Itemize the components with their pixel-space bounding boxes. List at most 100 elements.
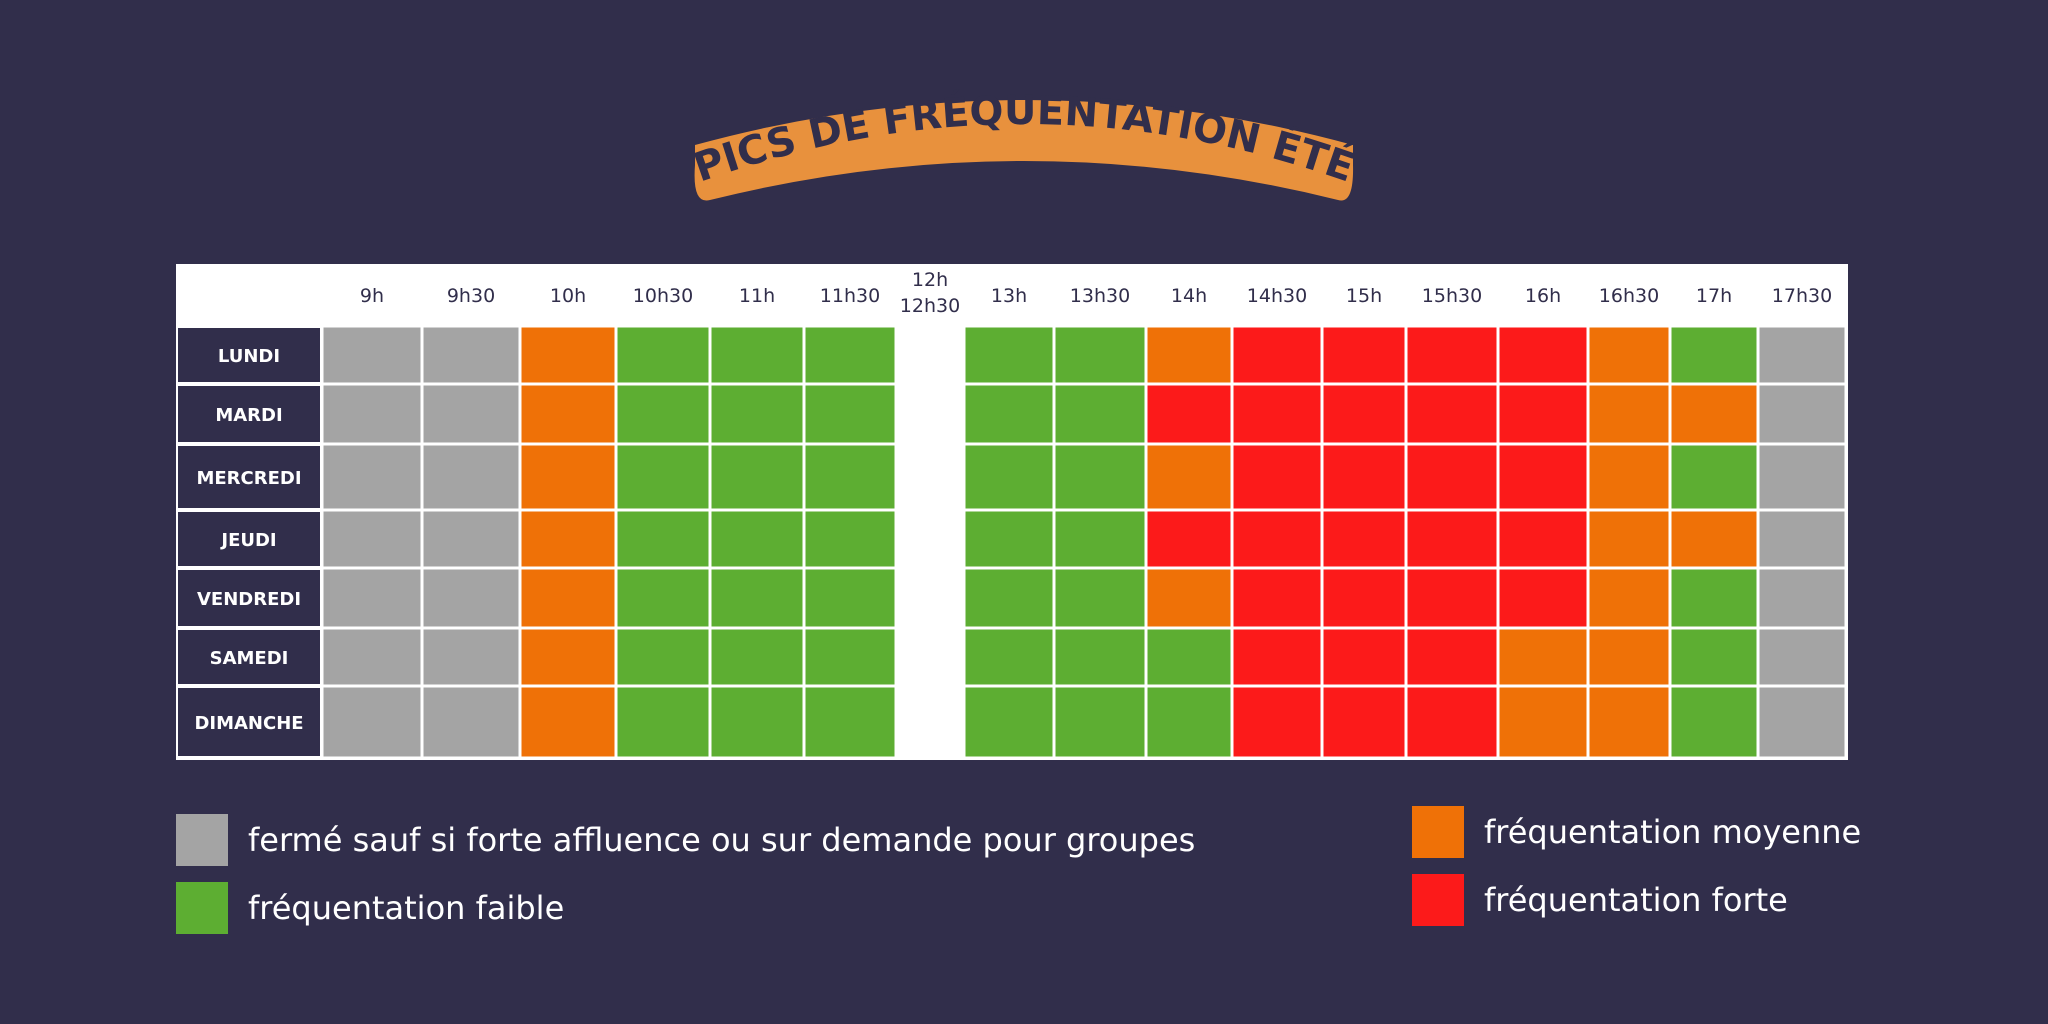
- column-header-line: 17h30: [1772, 285, 1832, 307]
- heatmap-cell-forte: [1233, 327, 1321, 383]
- column-header: 12h 12h30: [900, 269, 960, 317]
- heatmap-cell-moyenne: [1147, 569, 1231, 627]
- legend-swatch-ferme: [176, 814, 228, 866]
- heatmap-cell-moyenne: [521, 629, 615, 685]
- column-header-line: 10h: [550, 285, 586, 307]
- column-header-line: 15h: [1346, 285, 1382, 307]
- column-header-line: 11h30: [820, 285, 880, 307]
- legend-label-forte: fréquentation forte: [1484, 881, 1788, 919]
- heatmap-cell-ferme: [1759, 569, 1845, 627]
- heatmap-cell-moyenne: [1671, 511, 1757, 567]
- heatmap-cell-faible: [1671, 569, 1757, 627]
- heatmap-cell-moyenne: [521, 445, 615, 509]
- heatmap-cell-ferme: [323, 629, 421, 685]
- column-header-line: 13h30: [1070, 285, 1130, 307]
- heatmap-cell-faible: [965, 569, 1053, 627]
- heatmap-cell-ferme: [1759, 687, 1845, 757]
- heatmap-cell-forte: [1499, 445, 1587, 509]
- heatmap-cell-ferme: [423, 687, 519, 757]
- column-header-line: 16h30: [1599, 285, 1659, 307]
- legend-item-ferme: fermé sauf si forte affluence ou sur dem…: [176, 814, 1195, 866]
- legend-label-moyenne: fréquentation moyenne: [1484, 813, 1862, 851]
- column-header-line: 11h: [739, 285, 775, 307]
- row-label-cell: [178, 688, 320, 756]
- heatmap-cell-faible: [965, 385, 1053, 443]
- heatmap-cell-faible: [711, 327, 803, 383]
- heatmap-cell-forte: [1407, 569, 1497, 627]
- heatmap-cell-faible: [965, 629, 1053, 685]
- heatmap-cell-faible: [617, 629, 709, 685]
- column-header: 10h30: [633, 285, 693, 307]
- column-header: 13h30: [1070, 285, 1130, 307]
- heatmap-cell-forte: [1499, 511, 1587, 567]
- row-label: MERCREDI: [196, 468, 301, 489]
- heatmap-cell-ferme: [1759, 327, 1845, 383]
- row-label: DIMANCHE: [194, 713, 303, 734]
- heatmap-cell-forte: [1323, 385, 1405, 443]
- heatmap-cell-faible: [805, 687, 895, 757]
- row-label-cell: [178, 630, 320, 684]
- heatmap-cell-faible: [711, 385, 803, 443]
- heatmap-cell-moyenne: [1147, 445, 1231, 509]
- column-header-line: 12h: [912, 269, 948, 291]
- heatmap-cell-faible: [965, 445, 1053, 509]
- heatmap-cell-faible: [1055, 327, 1145, 383]
- heatmap-cell-faible: [617, 445, 709, 509]
- column-header-line: 15h30: [1422, 285, 1482, 307]
- heatmap-cell-forte: [1499, 569, 1587, 627]
- heatmap-cell-forte: [1233, 687, 1321, 757]
- heatmap-cell-moyenne: [521, 569, 615, 627]
- column-header-line: 10h30: [633, 285, 693, 307]
- column-header-line: 17h: [1696, 285, 1732, 307]
- column-header-line: 9h30: [447, 285, 495, 307]
- row-label: VENDREDI: [197, 589, 301, 610]
- heatmap-cell-ferme: [1759, 445, 1845, 509]
- heatmap-cell-faible: [1671, 629, 1757, 685]
- row-label-cell: [178, 386, 320, 442]
- heatmap-cell-moyenne: [1499, 687, 1587, 757]
- heatmap-cell-ferme: [323, 687, 421, 757]
- heatmap-cell-ferme: [423, 327, 519, 383]
- heatmap-cell-faible: [1055, 511, 1145, 567]
- heatmap-cell-moyenne: [521, 687, 615, 757]
- heatmap-cell-forte: [1323, 569, 1405, 627]
- column-header-line: 9h: [360, 285, 384, 307]
- heatmap-cell-moyenne: [1589, 385, 1669, 443]
- heatmap-cell-moyenne: [1589, 629, 1669, 685]
- legend-swatch-forte: [1412, 874, 1464, 926]
- heatmap-cell-moyenne: [521, 385, 615, 443]
- column-header: 11h30: [820, 285, 880, 307]
- column-header: 11h: [739, 285, 775, 307]
- heatmap-cell-faible: [965, 327, 1053, 383]
- row-label-cell: [178, 446, 320, 508]
- heatmap-cell-ferme: [423, 385, 519, 443]
- heatmap-cell-moyenne: [1589, 327, 1669, 383]
- heatmap-cell-ferme: [323, 327, 421, 383]
- title-banner: PICS DE FRÉQUENTATION ÉTÉ: [688, 88, 1361, 201]
- column-header: 17h30: [1772, 285, 1832, 307]
- row-label: LUNDI: [218, 346, 280, 367]
- column-header-line: 13h: [991, 285, 1027, 307]
- heatmap-cell-forte: [1323, 629, 1405, 685]
- heatmap-cell-forte: [1233, 629, 1321, 685]
- heatmap-cell-moyenne: [1589, 569, 1669, 627]
- legend-item-moyenne: fréquentation moyenne: [1412, 806, 1861, 858]
- heatmap-cell-forte: [1407, 687, 1497, 757]
- heatmap-cell-faible: [617, 327, 709, 383]
- column-header: 15h: [1346, 285, 1382, 307]
- heatmap-cell-faible: [1055, 629, 1145, 685]
- heatmap-cell-moyenne: [521, 327, 615, 383]
- column-header: 14h: [1171, 285, 1207, 307]
- heatmap-cell-faible: [1055, 385, 1145, 443]
- heatmap-cell-moyenne: [1589, 687, 1669, 757]
- heatmap-cell-ferme: [1759, 511, 1845, 567]
- heatmap-cell-ferme: [1759, 385, 1845, 443]
- legend-item-forte: fréquentation forte: [1412, 874, 1788, 926]
- heatmap-cell-forte: [1323, 687, 1405, 757]
- heatmap-cell-forte: [1407, 629, 1497, 685]
- heatmap-cell-faible: [1055, 687, 1145, 757]
- heatmap-cell-faible: [617, 569, 709, 627]
- heatmap-cell-forte: [1323, 511, 1405, 567]
- heatmap-cell-forte: [1233, 385, 1321, 443]
- row-label-cell: [178, 328, 320, 382]
